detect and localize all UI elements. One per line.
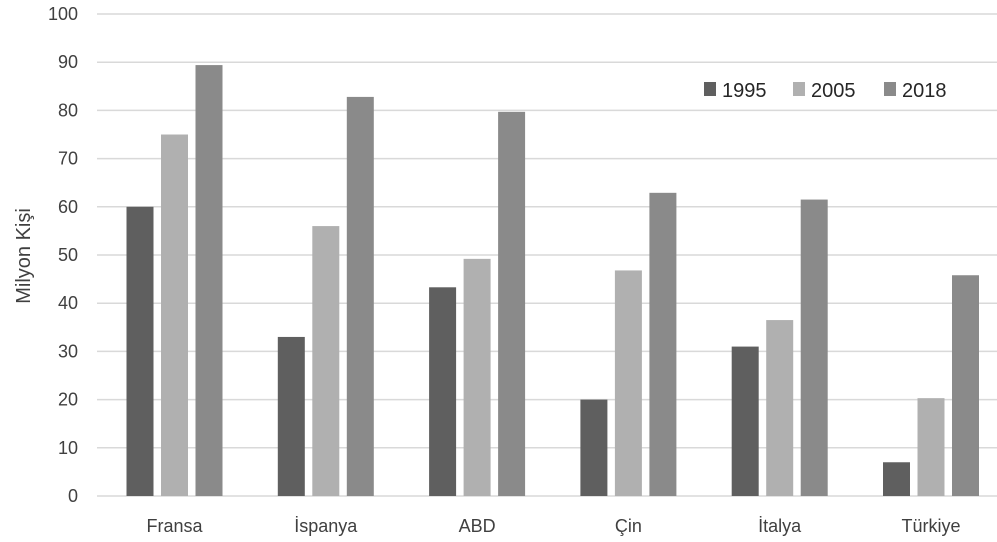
legend-swatch-2018 bbox=[884, 82, 896, 96]
bar-2018-2 bbox=[346, 96, 374, 497]
bar-1995-5 bbox=[731, 346, 759, 496]
bar-2018-1 bbox=[195, 65, 223, 496]
legend-label-1995: 1995 bbox=[722, 80, 767, 102]
bar-2005-3 bbox=[463, 258, 491, 496]
y-tick-label: 20 bbox=[58, 390, 78, 410]
bar-1995-3 bbox=[429, 287, 457, 496]
bar-2005-2 bbox=[312, 226, 340, 496]
bar-2005-6 bbox=[917, 398, 945, 496]
y-tick-label: 10 bbox=[58, 438, 78, 458]
x-tick-label: Çin bbox=[615, 516, 642, 536]
y-tick-label: 100 bbox=[48, 4, 78, 24]
x-tick-label: İtalya bbox=[758, 516, 802, 536]
legend-label-2018: 2018 bbox=[902, 80, 947, 102]
y-tick-label: 30 bbox=[58, 341, 78, 361]
bar-1995-1 bbox=[126, 206, 154, 497]
bar-2005-4 bbox=[614, 270, 642, 496]
bar-2018-6 bbox=[952, 275, 979, 496]
bar-1995-4 bbox=[580, 399, 608, 496]
bar-2018-5 bbox=[800, 199, 828, 496]
y-tick-label: 90 bbox=[58, 52, 78, 72]
x-tick-label: İspanya bbox=[294, 516, 358, 536]
bar-2005-5 bbox=[766, 320, 794, 496]
legend-swatch-2005 bbox=[793, 82, 805, 96]
y-tick-label: 0 bbox=[68, 486, 78, 506]
y-tick-label: 40 bbox=[58, 293, 78, 313]
x-tick-label: Türkiye bbox=[901, 516, 960, 536]
bar-1995-2 bbox=[277, 336, 305, 496]
x-axis-ticks: Fransa İspanya ABD Çin İtalya Türkiye bbox=[146, 516, 960, 536]
gridlines bbox=[97, 13, 997, 497]
legend: 1995 2005 2018 bbox=[704, 80, 947, 102]
legend-label-2005: 2005 bbox=[811, 80, 856, 102]
y-axis-ticks: 0 10 20 30 40 50 60 70 80 90 100 bbox=[48, 4, 78, 506]
x-tick-label: Fransa bbox=[146, 516, 203, 536]
bars bbox=[126, 65, 979, 497]
bar-2005-1 bbox=[161, 134, 188, 496]
y-tick-label: 80 bbox=[58, 100, 78, 120]
y-tick-label: 60 bbox=[58, 197, 78, 217]
y-tick-label: 70 bbox=[58, 149, 78, 169]
y-tick-label: 50 bbox=[58, 245, 78, 265]
x-tick-label: ABD bbox=[459, 516, 496, 536]
bar-1995-6 bbox=[883, 462, 910, 496]
bar-2018-3 bbox=[498, 111, 526, 496]
bar-2018-4 bbox=[649, 192, 677, 496]
y-axis-title: Milyon Kişi bbox=[13, 208, 35, 304]
legend-swatch-1995 bbox=[704, 82, 716, 96]
